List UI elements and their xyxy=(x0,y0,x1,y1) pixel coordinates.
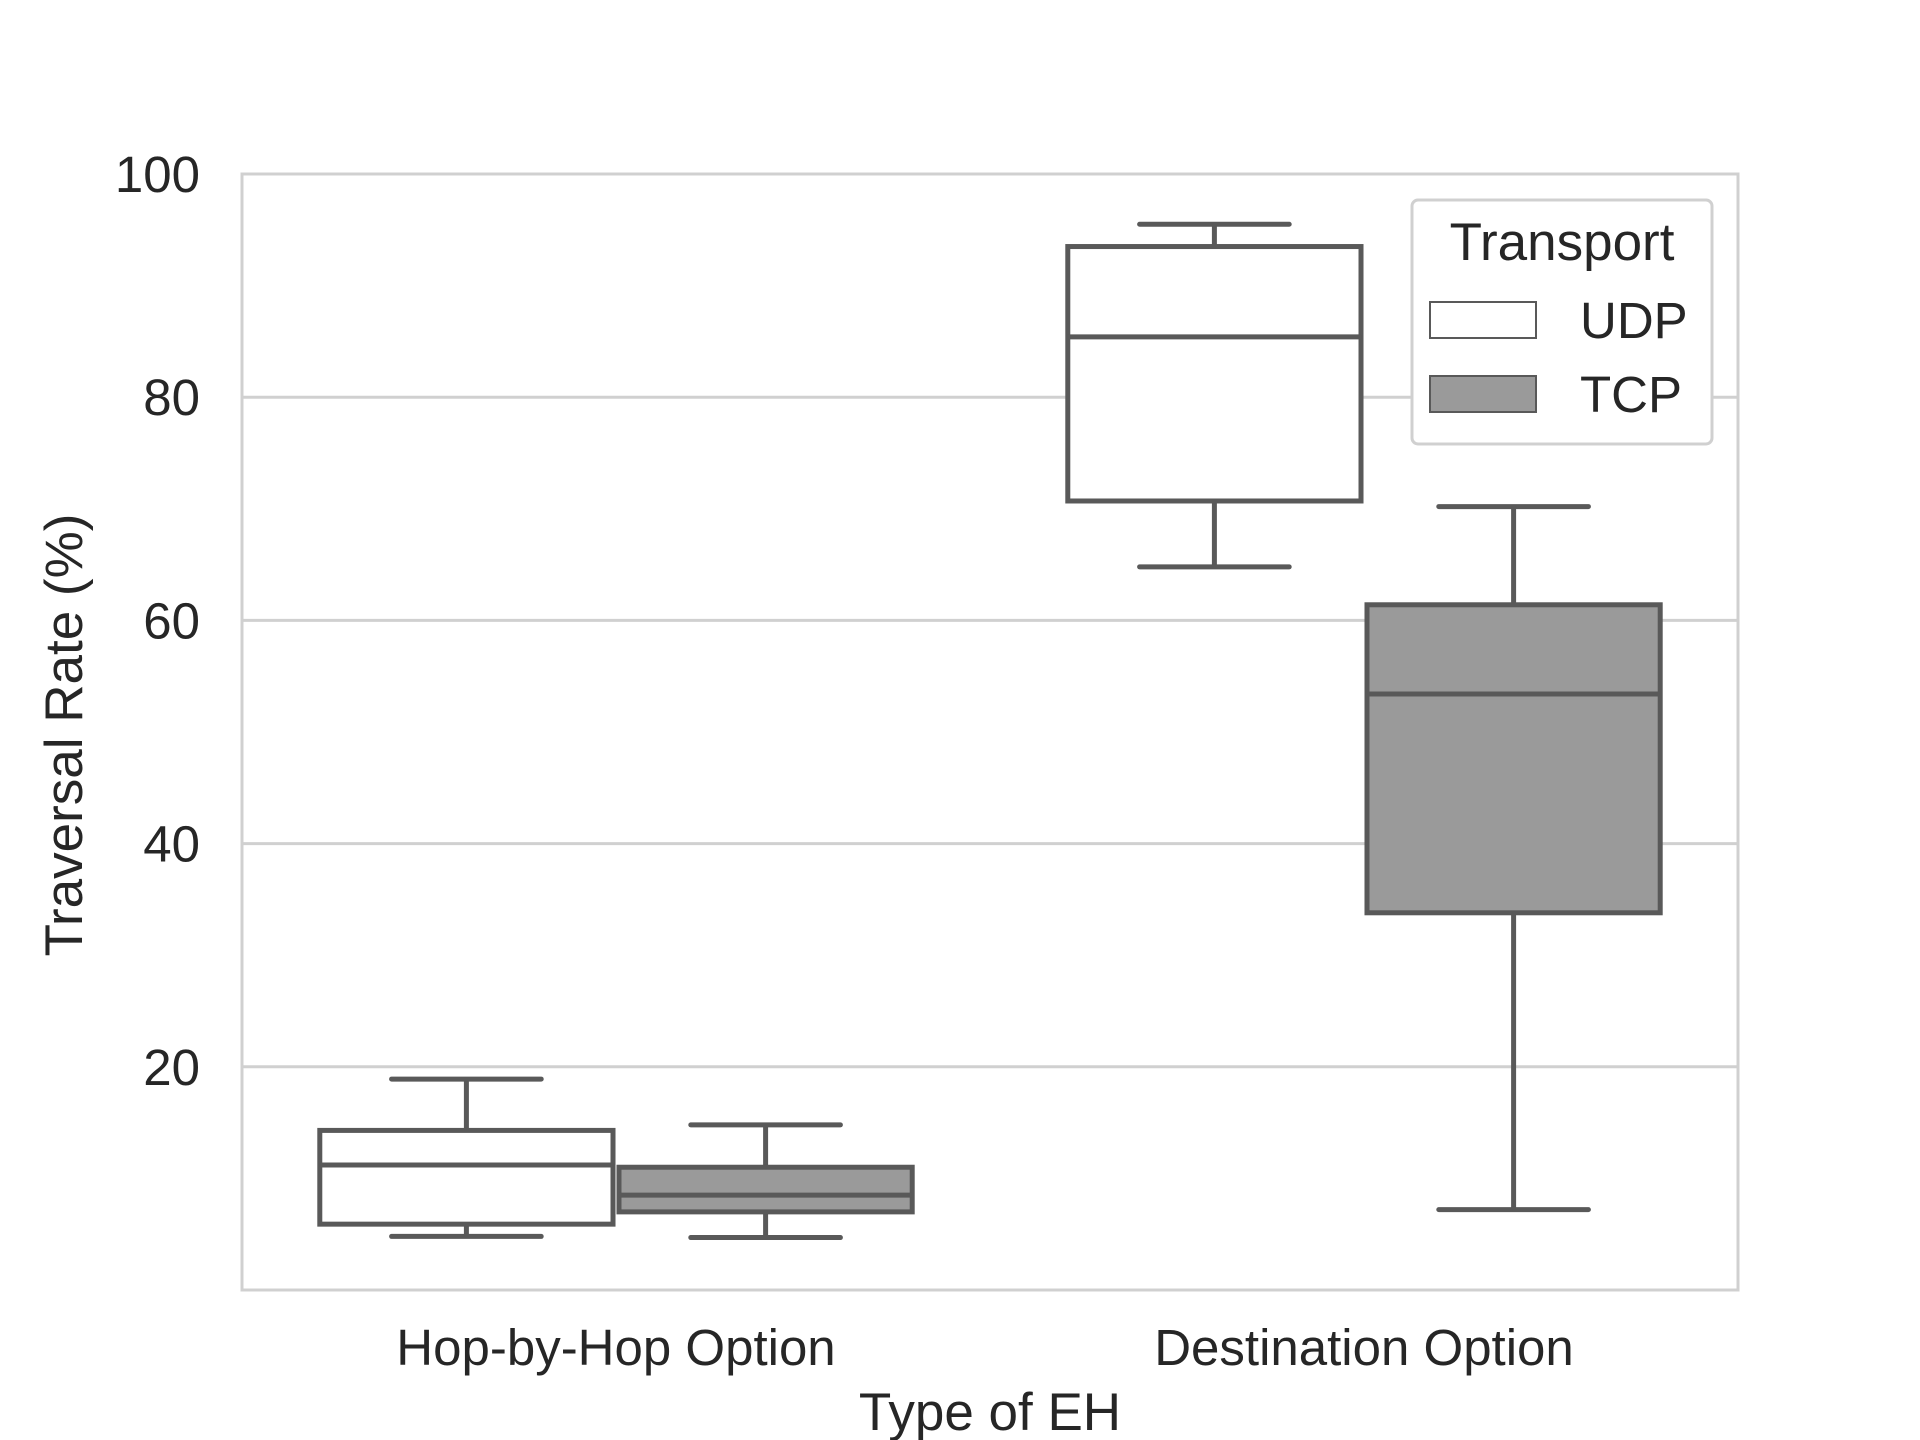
box-iqr xyxy=(616,1164,915,1215)
legend-swatch-tcp xyxy=(1429,375,1537,413)
box-tcp-0 xyxy=(616,1122,915,1241)
y-tick-label: 60 xyxy=(143,592,200,649)
y-tick-label: 100 xyxy=(115,146,200,203)
legend-title: Transport xyxy=(1450,213,1675,272)
plot-frame xyxy=(240,172,1740,1292)
x-tick-labels: Hop-by-Hop Option Destination Option xyxy=(396,1319,1573,1376)
box-udp-1 xyxy=(1065,221,1364,570)
legend: Transport UDP TCP xyxy=(1410,198,1714,446)
box-elements xyxy=(317,221,1663,1241)
legend-label-udp: UDP xyxy=(1580,292,1688,349)
y-tick-labels: 20 40 60 80 100 xyxy=(115,146,200,1096)
x-tick-label: Destination Option xyxy=(1154,1319,1574,1376)
legend-swatch-udp xyxy=(1429,301,1537,339)
y-tick-label: 80 xyxy=(143,369,200,426)
y-tick-label: 40 xyxy=(143,816,200,873)
box-udp-0 xyxy=(317,1076,616,1239)
x-axis-title: Type of EH xyxy=(859,1383,1121,1440)
box-iqr xyxy=(317,1127,616,1227)
y-axis-title: Traversal Rate (%) xyxy=(35,514,94,957)
box-iqr xyxy=(1364,602,1663,916)
y-tick-label: 20 xyxy=(143,1039,200,1096)
box-tcp-1 xyxy=(1364,504,1663,1213)
box-iqr xyxy=(1065,244,1364,504)
x-tick-label: Hop-by-Hop Option xyxy=(396,1319,835,1376)
legend-label-tcp: TCP xyxy=(1580,366,1682,423)
